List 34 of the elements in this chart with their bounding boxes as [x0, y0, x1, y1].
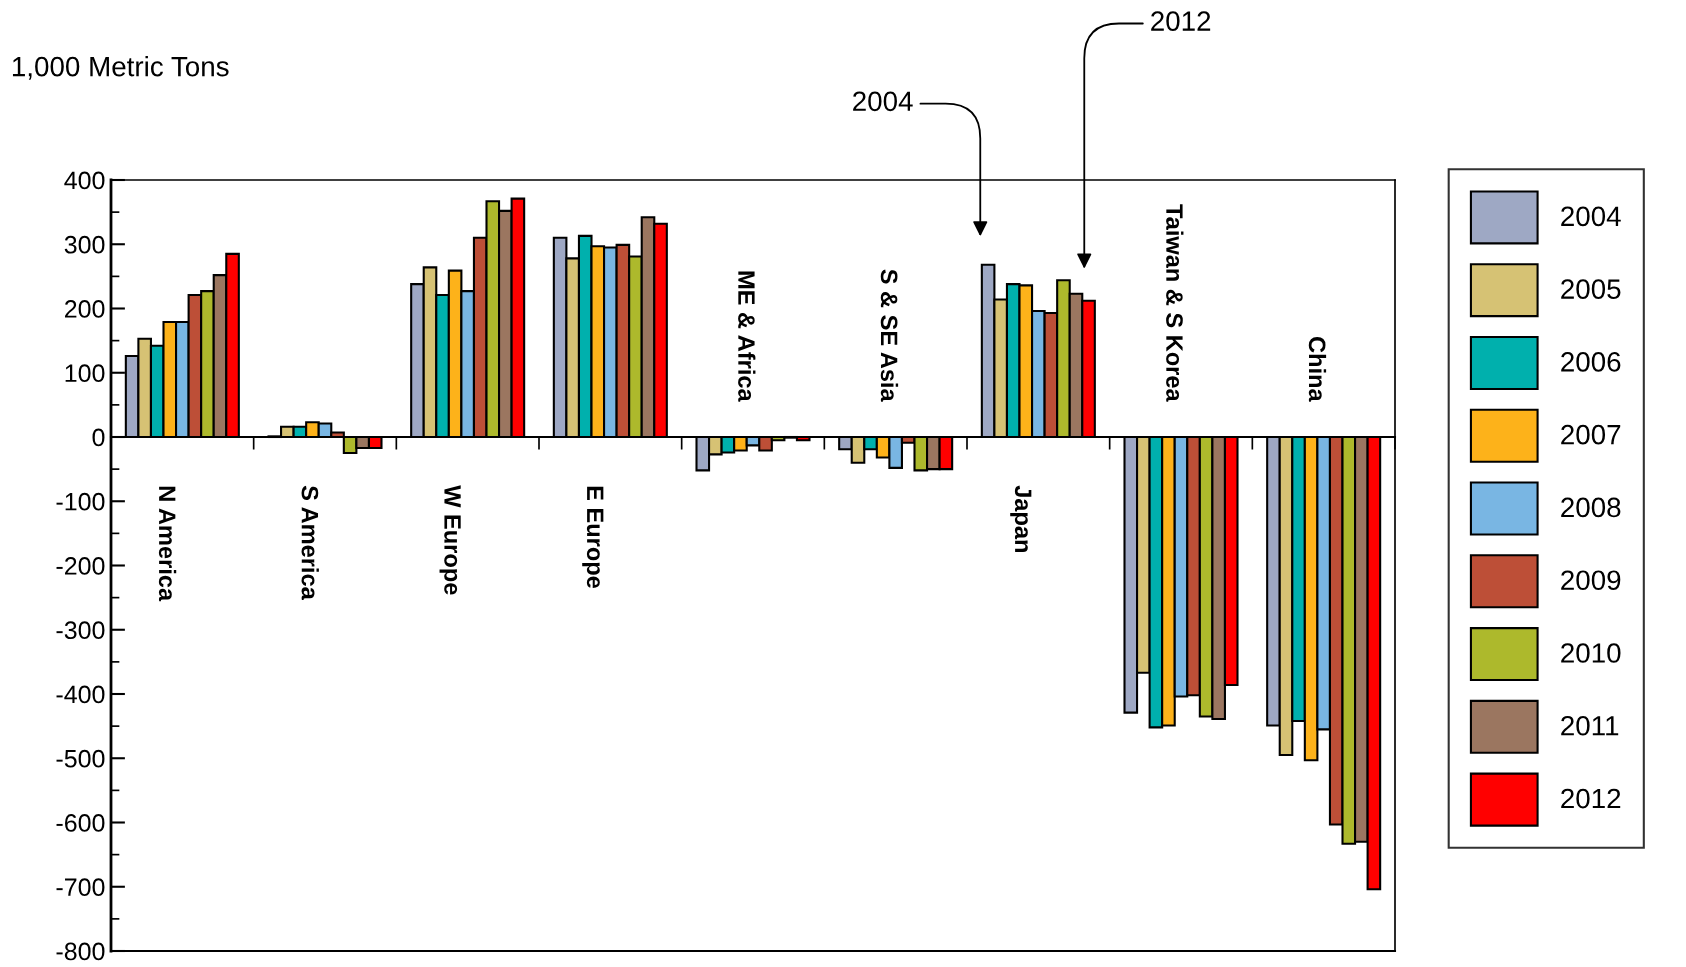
y-axis-title: 1,000 Metric Tons: [12, 56, 229, 80]
legend-label: 2009: [1561, 570, 1621, 591]
legend-label: 2006: [1561, 352, 1621, 372]
x-tick-label: W Europe: [439, 485, 461, 595]
y-tick-label: 0: [92, 428, 105, 447]
x-tick-label: S & SE Asia: [880, 269, 899, 402]
legend-label: 2011: [1561, 715, 1619, 736]
y-tick-label: 100: [65, 364, 105, 383]
y-tick-label: 300: [64, 235, 105, 254]
legend-label: 2005: [1561, 279, 1621, 299]
legend-label: 2010: [1561, 643, 1621, 663]
y-tick-label: -400: [56, 685, 105, 704]
x-tick-label: E Europe: [582, 486, 604, 589]
x-tick-label: N America: [158, 486, 177, 602]
x-tick-label: China: [1308, 337, 1327, 402]
y-tick-label: -100: [56, 492, 105, 511]
y-tick-label: -200: [56, 557, 105, 575]
legend-label: 2008: [1561, 497, 1621, 518]
x-tick-label: S America: [301, 485, 319, 600]
text: 2004: [853, 91, 913, 112]
x-tick-label: Japan: [1010, 485, 1032, 552]
y-tick-label: -300: [56, 621, 105, 640]
x-tick-label: Taiwan & S Korea: [1166, 204, 1184, 402]
legend-label: 2007: [1561, 424, 1621, 445]
y-tick-label: 200: [65, 300, 105, 318]
y-tick-label: -600: [56, 814, 105, 832]
y-tick-label: -800: [56, 942, 105, 961]
text: 2012: [1151, 11, 1211, 31]
y-tick-label: 400: [64, 171, 105, 190]
y-tick-label: -500: [56, 749, 105, 768]
x-tick-label: ME & Africa: [738, 271, 756, 402]
y-tick-label: -700: [56, 878, 105, 897]
legend-label: 2004: [1561, 206, 1621, 227]
legend-label: 2012: [1561, 788, 1621, 809]
